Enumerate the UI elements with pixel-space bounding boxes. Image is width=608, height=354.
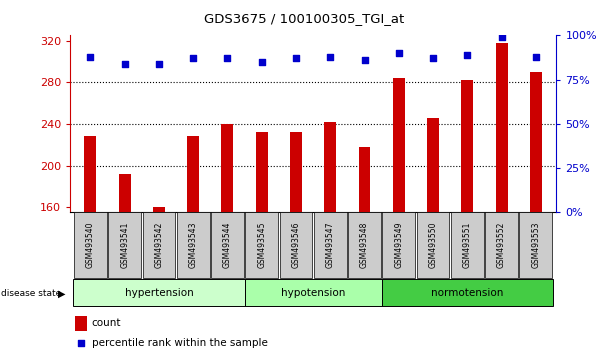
- Text: GSM493547: GSM493547: [326, 222, 335, 268]
- Bar: [427, 118, 439, 212]
- Text: normotension: normotension: [431, 288, 503, 298]
- Text: GSM493544: GSM493544: [223, 222, 232, 268]
- Text: GSM493541: GSM493541: [120, 222, 130, 268]
- FancyBboxPatch shape: [177, 212, 210, 278]
- FancyBboxPatch shape: [108, 212, 141, 278]
- Text: GSM493550: GSM493550: [429, 222, 438, 268]
- Text: GSM493551: GSM493551: [463, 222, 472, 268]
- Text: GSM493540: GSM493540: [86, 222, 95, 268]
- Point: [428, 56, 438, 61]
- Text: count: count: [92, 318, 122, 329]
- Point: [291, 56, 301, 61]
- FancyBboxPatch shape: [74, 212, 107, 278]
- Bar: [187, 136, 199, 212]
- Bar: [496, 43, 508, 212]
- Bar: [461, 80, 473, 212]
- Point: [76, 341, 86, 346]
- FancyBboxPatch shape: [211, 212, 244, 278]
- Bar: [359, 147, 370, 212]
- Point: [360, 57, 370, 63]
- Bar: [393, 78, 405, 212]
- FancyBboxPatch shape: [382, 212, 415, 278]
- Text: GSM493552: GSM493552: [497, 222, 506, 268]
- FancyBboxPatch shape: [245, 212, 278, 278]
- FancyBboxPatch shape: [74, 279, 244, 307]
- Bar: [530, 72, 542, 212]
- Bar: [85, 136, 97, 212]
- Text: hypotension: hypotension: [281, 288, 345, 298]
- FancyBboxPatch shape: [451, 212, 484, 278]
- Point: [325, 54, 335, 59]
- Point: [120, 61, 130, 67]
- FancyBboxPatch shape: [314, 212, 347, 278]
- Text: GSM493542: GSM493542: [154, 222, 164, 268]
- Point: [154, 61, 164, 67]
- FancyBboxPatch shape: [348, 212, 381, 278]
- FancyBboxPatch shape: [280, 212, 313, 278]
- Text: ▶: ▶: [58, 289, 66, 299]
- Text: GSM493546: GSM493546: [291, 222, 300, 268]
- Bar: [256, 132, 268, 212]
- Point: [188, 56, 198, 61]
- Bar: [153, 207, 165, 212]
- Text: GSM493553: GSM493553: [531, 222, 541, 268]
- FancyBboxPatch shape: [416, 212, 449, 278]
- FancyBboxPatch shape: [485, 212, 518, 278]
- Point: [531, 54, 541, 59]
- Point: [463, 52, 472, 58]
- Text: hypertension: hypertension: [125, 288, 193, 298]
- Bar: [324, 122, 336, 212]
- Text: disease state: disease state: [1, 289, 61, 298]
- FancyBboxPatch shape: [519, 212, 552, 278]
- Text: percentile rank within the sample: percentile rank within the sample: [92, 338, 268, 348]
- Point: [223, 56, 232, 61]
- FancyBboxPatch shape: [244, 279, 382, 307]
- Point: [497, 34, 506, 40]
- FancyBboxPatch shape: [382, 279, 553, 307]
- Bar: [290, 132, 302, 212]
- Bar: [119, 174, 131, 212]
- Point: [394, 50, 404, 56]
- Bar: [75, 316, 87, 331]
- Text: GSM493548: GSM493548: [360, 222, 369, 268]
- FancyBboxPatch shape: [142, 212, 176, 278]
- Point: [86, 54, 95, 59]
- Text: GSM493543: GSM493543: [188, 222, 198, 268]
- Text: GDS3675 / 100100305_TGI_at: GDS3675 / 100100305_TGI_at: [204, 12, 404, 25]
- Point: [257, 59, 266, 65]
- Text: GSM493545: GSM493545: [257, 222, 266, 268]
- Text: GSM493549: GSM493549: [394, 222, 403, 268]
- Bar: [221, 124, 233, 212]
